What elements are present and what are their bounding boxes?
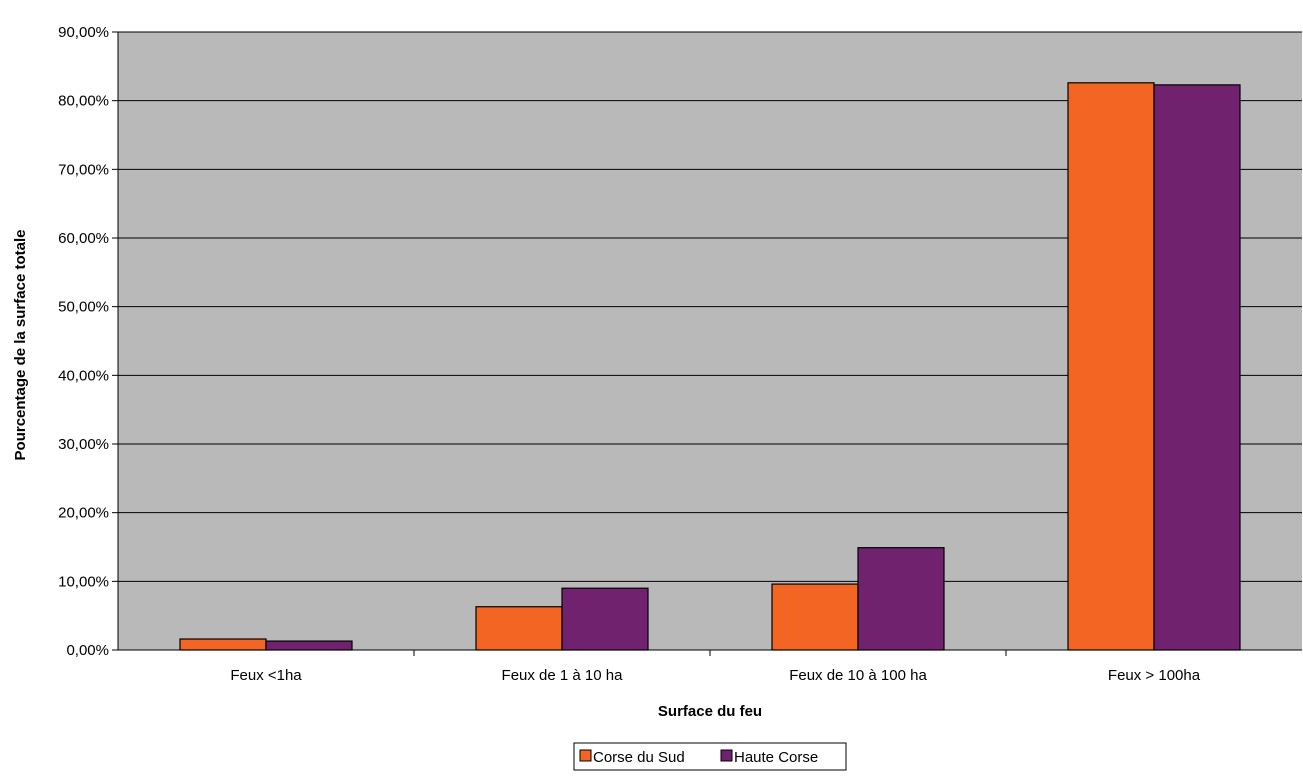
x-axis-title: Surface du feu [658,703,762,720]
y-tick-label: 10,00% [58,573,109,590]
bar-haute-corse-feux-100ha [1153,84,1241,651]
y-tick-label: 30,00% [58,436,109,453]
legend: Corse du Sud Haute Corse [573,742,847,771]
legend-box [573,742,847,771]
legend-label-corse-du-sud: Corse du Sud [593,749,685,766]
y-tick-labels: 0,00% 10,00% 20,00% 30,00% 40,00% 50,00% 60,00… [58,24,109,659]
bar-haute-corse-feux-de-1-10-ha [561,587,649,651]
legend-swatch-haute-corse [720,749,733,762]
bar-corse-du-sud-feux-de-1-10-ha [475,606,563,651]
x-tick-label: Feux <1ha [230,667,302,684]
x-tick-label: Feux de 10 à 100 ha [789,667,927,684]
bar-corse-du-sud-feux-100ha [1067,82,1155,651]
y-axis-title: Pourcentage de la surface totale [12,230,29,461]
legend-label-haute-corse: Haute Corse [734,749,818,766]
x-tick-label: Feux > 100ha [1108,667,1201,684]
y-tick-label: 80,00% [58,93,109,110]
bar-haute-corse-feux-de-10-100-ha [857,547,945,651]
y-tick-label: 0,00% [66,642,109,659]
y-tick-label: 50,00% [58,299,109,316]
y-tick-label: 40,00% [58,367,109,384]
y-tick-label: 20,00% [58,505,109,522]
x-tick-label: Feux de 1 à 10 ha [502,667,624,684]
bars [179,82,1241,651]
bar-corse-du-sud-feux-de-10-100-ha [771,583,859,651]
bar-haute-corse-feux-1ha [265,640,353,651]
y-tick-label: 90,00% [58,24,109,41]
x-tick-labels: Feux <1ha Feux de 1 à 10 ha Feux de 10 à 1… [230,667,1200,684]
y-tick-label: 60,00% [58,230,109,247]
legend-swatch-corse-du-sud [579,749,592,762]
bar-corse-du-sud-feux-1ha [179,638,267,651]
axes [112,31,1302,656]
y-tick-label: 70,00% [58,161,109,178]
